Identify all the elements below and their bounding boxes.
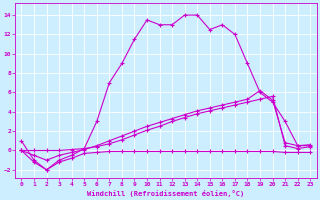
- X-axis label: Windchill (Refroidissement éolien,°C): Windchill (Refroidissement éolien,°C): [87, 190, 244, 197]
